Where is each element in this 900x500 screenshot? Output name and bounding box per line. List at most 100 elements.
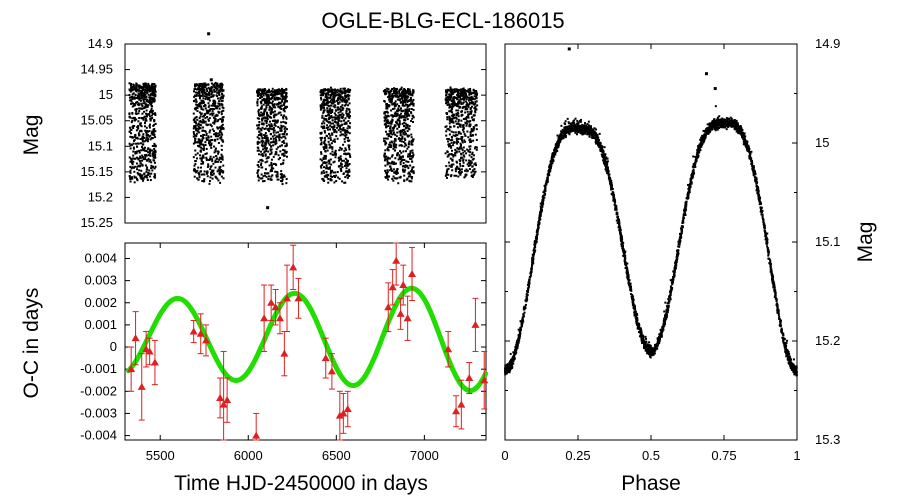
lightcurve-point <box>472 89 475 92</box>
lightcurve-point <box>277 112 280 115</box>
lightcurve-point <box>130 132 133 135</box>
lightcurve-point <box>325 167 328 170</box>
lightcurve-point <box>212 99 215 102</box>
lightcurve-point <box>145 136 148 139</box>
lightcurve-point <box>450 109 453 112</box>
lightcurve-point <box>272 128 275 131</box>
lightcurve-point <box>320 172 323 175</box>
lightcurve-point <box>334 109 337 112</box>
lightcurve-point <box>136 95 139 98</box>
lightcurve-point <box>261 180 264 183</box>
lightcurve-point <box>401 135 404 138</box>
lightcurve-point <box>220 103 223 106</box>
lightcurve-point <box>445 173 448 176</box>
lightcurve-point <box>267 140 270 143</box>
phase-y-tick-label: 15.3 <box>815 432 840 447</box>
lightcurve-point <box>343 138 346 141</box>
lightcurve-point <box>151 137 154 140</box>
lightcurve-point <box>279 145 282 148</box>
lightcurve-point <box>457 141 460 144</box>
lightcurve-point <box>154 114 157 117</box>
lightcurve-point <box>331 150 334 153</box>
lightcurve-point <box>393 91 396 94</box>
lightcurve-point <box>270 163 273 166</box>
lightcurve-point <box>274 120 277 123</box>
lightcurve-point <box>468 113 471 116</box>
lightcurve-point <box>257 179 260 182</box>
lightcurve-point <box>474 102 477 105</box>
lightcurve-point <box>397 124 400 127</box>
lightcurve-point <box>330 115 333 118</box>
lightcurve-point <box>390 132 393 135</box>
lightcurve-point <box>150 109 153 112</box>
lightcurve-point <box>346 100 349 103</box>
lightcurve-point <box>281 180 284 183</box>
lightcurve-point <box>205 156 208 159</box>
lightcurve-point <box>322 90 325 93</box>
lightcurve-point <box>395 95 398 98</box>
lightcurve-point <box>129 135 132 138</box>
lightcurve-point <box>341 96 344 99</box>
oc-point <box>321 354 330 362</box>
lightcurve-point <box>129 147 132 150</box>
lightcurve-point <box>341 100 344 103</box>
lightcurve-point <box>336 98 339 101</box>
lightcurve-point <box>132 102 135 105</box>
lightcurve-point <box>450 146 453 149</box>
lightcurve-point <box>395 120 398 123</box>
lightcurve-point <box>462 89 465 92</box>
lightcurve-point <box>455 160 458 163</box>
lightcurve-point <box>280 180 283 183</box>
lightcurve-point <box>192 118 195 121</box>
lightcurve-point <box>408 109 411 112</box>
lightcurve-point <box>329 172 332 175</box>
lightcurve-point <box>452 154 455 157</box>
lightcurve-point <box>266 97 269 100</box>
lightcurve-point <box>217 97 220 100</box>
lightcurve-point <box>337 129 340 132</box>
lightcurve-point <box>263 127 266 130</box>
lightcurve-point <box>472 128 475 131</box>
lightcurve-point <box>209 155 212 158</box>
lightcurve-point <box>285 128 288 131</box>
lightcurve-point <box>389 127 392 130</box>
lightcurve-point <box>475 90 478 93</box>
lightcurve-point <box>323 92 326 95</box>
lightcurve-point <box>201 154 204 157</box>
lightcurve-point <box>202 99 205 102</box>
lightcurve-point <box>146 89 149 92</box>
lightcurve-point <box>446 104 449 107</box>
lightcurve-point <box>338 97 341 100</box>
lightcurve-point <box>202 161 205 164</box>
lightcurve-point <box>208 180 211 183</box>
lightcurve-point <box>346 89 349 92</box>
lightcurve-point <box>471 98 474 101</box>
lightcurve-point <box>275 140 278 143</box>
lightcurve-point <box>346 174 349 177</box>
lightcurve-point <box>460 156 463 159</box>
lightcurve-point <box>145 109 148 112</box>
lightcurve-point <box>398 92 401 95</box>
lightcurve-point <box>264 145 267 148</box>
lightcurve-point <box>401 158 404 161</box>
lightcurve-point <box>456 134 459 137</box>
lightcurve-point <box>129 165 132 168</box>
lightcurve-point <box>208 142 211 145</box>
lightcurve-point <box>128 89 131 92</box>
lightcurve-point <box>217 141 220 144</box>
lightcurve-point <box>469 96 472 99</box>
lightcurve-point <box>393 89 396 92</box>
lightcurve-point <box>388 100 391 103</box>
lightcurve-point <box>408 180 411 183</box>
lightcurve-point <box>207 119 210 122</box>
lightcurve-point <box>201 121 204 124</box>
lightcurve-point <box>206 93 209 96</box>
lightcurve-point <box>454 96 457 99</box>
lightcurve-point <box>221 99 224 102</box>
lightcurve-point <box>349 122 352 125</box>
lightcurve-point <box>207 164 210 167</box>
lightcurve-point <box>257 95 260 98</box>
lightcurve-point <box>455 167 458 170</box>
lightcurve-point <box>263 116 266 119</box>
lightcurve-point <box>212 121 215 124</box>
